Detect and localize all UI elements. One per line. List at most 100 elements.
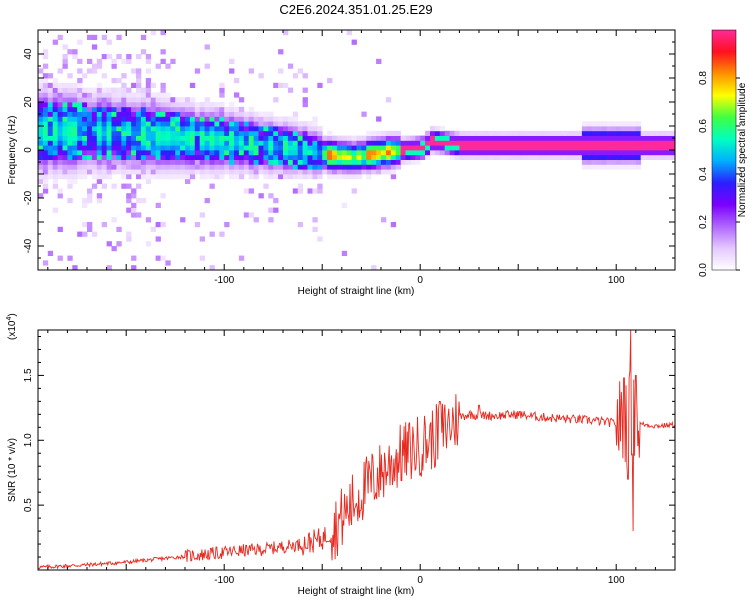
spectrogram-cell [322, 135, 328, 141]
spectrogram-cell [121, 174, 127, 180]
spectrogram-cell [82, 198, 88, 204]
spectrogram-cell [336, 140, 343, 146]
spectrogram-cell [611, 130, 617, 136]
spectrogram-cell [577, 135, 583, 141]
spectrogram-cell [366, 164, 372, 170]
spectrogram-cell [238, 106, 245, 112]
spectrogram-cell [557, 140, 563, 146]
colorbar-tick-label: 0.2 [698, 215, 709, 229]
spectrogram-cell [439, 150, 446, 156]
spectrogram-cell [268, 159, 274, 165]
spectrogram-cell [140, 154, 147, 160]
spectrogram-cell [567, 145, 573, 151]
spectrogram-cell [307, 169, 313, 175]
spectrogram-cell [591, 135, 597, 141]
spectrogram-cell [185, 140, 191, 146]
spectrogram-cell [155, 106, 161, 112]
spectrogram-cell [454, 140, 460, 146]
spectrogram-cell [160, 92, 166, 98]
spectrogram-cell [577, 154, 583, 160]
spectrogram-cell [57, 150, 63, 156]
spectrogram-cell [82, 126, 88, 132]
spectrogram-cell [96, 106, 103, 112]
spectrogram-cell [287, 154, 294, 160]
spectrogram-cell [626, 159, 632, 165]
spectrogram-cell [381, 169, 387, 175]
spectrogram-cell [101, 102, 107, 108]
spectrogram-cell [175, 164, 181, 170]
spectrogram-cell [155, 63, 161, 69]
spectrogram-cell [283, 30, 289, 36]
spectrogram-cell [52, 140, 58, 146]
spectrogram-cell [199, 106, 205, 112]
spectrogram-cell [77, 150, 83, 156]
spectrogram-cell [82, 164, 88, 170]
spectrogram-cell [126, 106, 132, 112]
spectrogram-cell [160, 140, 166, 146]
spectrogram-cell [581, 150, 588, 156]
spectrogram-cell [454, 154, 460, 160]
spectrogram-cell [160, 102, 166, 108]
spectrogram-cell [601, 150, 607, 156]
spectrogram-cell [87, 87, 93, 93]
spectrogram-cell [72, 159, 78, 165]
spectrogram-cell [52, 102, 58, 108]
spectrogram-cell [199, 154, 205, 160]
spectrogram-cell [136, 73, 142, 79]
spectrogram-cell [238, 169, 245, 175]
spectrogram-cell [101, 106, 107, 112]
spectrogram-cell [145, 164, 152, 170]
spectrogram-cell [395, 150, 401, 156]
spectrogram-cell [312, 226, 318, 232]
spectrogram-cell [645, 140, 651, 146]
spectrogram-cell [253, 121, 259, 127]
spectrogram-cell [194, 145, 201, 151]
spectrogram-cell [111, 150, 117, 156]
spectrogram-cell [150, 126, 156, 132]
spectrogram-cell [204, 198, 210, 204]
spectrogram-cell [371, 130, 377, 136]
spectrogram-cell [47, 92, 54, 98]
spectrogram-cell [444, 145, 450, 151]
spectrogram-cell [224, 111, 230, 117]
spectrogram-cell [234, 164, 240, 170]
spectrogram-cell [385, 135, 392, 141]
spectrogram-cell [234, 126, 240, 132]
spectrogram-cell [160, 222, 166, 228]
spectrogram-cell [38, 193, 44, 199]
spectrogram-cell [606, 150, 612, 156]
spectrogram-cell [572, 145, 578, 151]
spectrogram-cell [234, 78, 240, 84]
spectrogram-cell [72, 174, 78, 180]
spectrogram-cell [121, 150, 127, 156]
spectrogram-cell [219, 82, 225, 88]
spectrogram-cell [111, 58, 117, 64]
spectrogram-cell [42, 54, 49, 60]
spectrogram-cell [273, 150, 279, 156]
spectrogram-cell [341, 135, 348, 141]
spectrogram-cell [91, 34, 98, 40]
spectrogram-cell [91, 68, 98, 74]
spectrogram-cell [204, 135, 210, 141]
spectrogram-cell [42, 260, 49, 266]
spectrogram-cell [518, 150, 524, 156]
spectrogram-cell [140, 140, 147, 146]
spectrogram-cell [327, 174, 333, 180]
spectrogram-cell [577, 130, 583, 136]
spectrogram-cell [106, 135, 112, 141]
spectrogram-cell [287, 121, 294, 127]
spectrogram-cell [72, 178, 78, 184]
spectrogram-cell [234, 92, 240, 98]
spectrogram-cell [204, 164, 210, 170]
spectrogram-cell [273, 207, 279, 213]
spectrogram-cell [72, 54, 78, 60]
spectrogram-cell [47, 73, 54, 79]
spectrogram-cell [268, 111, 274, 117]
spectrogram-cell [126, 130, 132, 136]
spectrogram-cell [204, 121, 210, 127]
spectrogram-cell [449, 135, 455, 141]
spectrogram-cell [185, 135, 191, 141]
spectrogram-cell [72, 82, 78, 88]
spectrogram-cell [136, 92, 142, 98]
spectrogram-cell [498, 154, 504, 160]
